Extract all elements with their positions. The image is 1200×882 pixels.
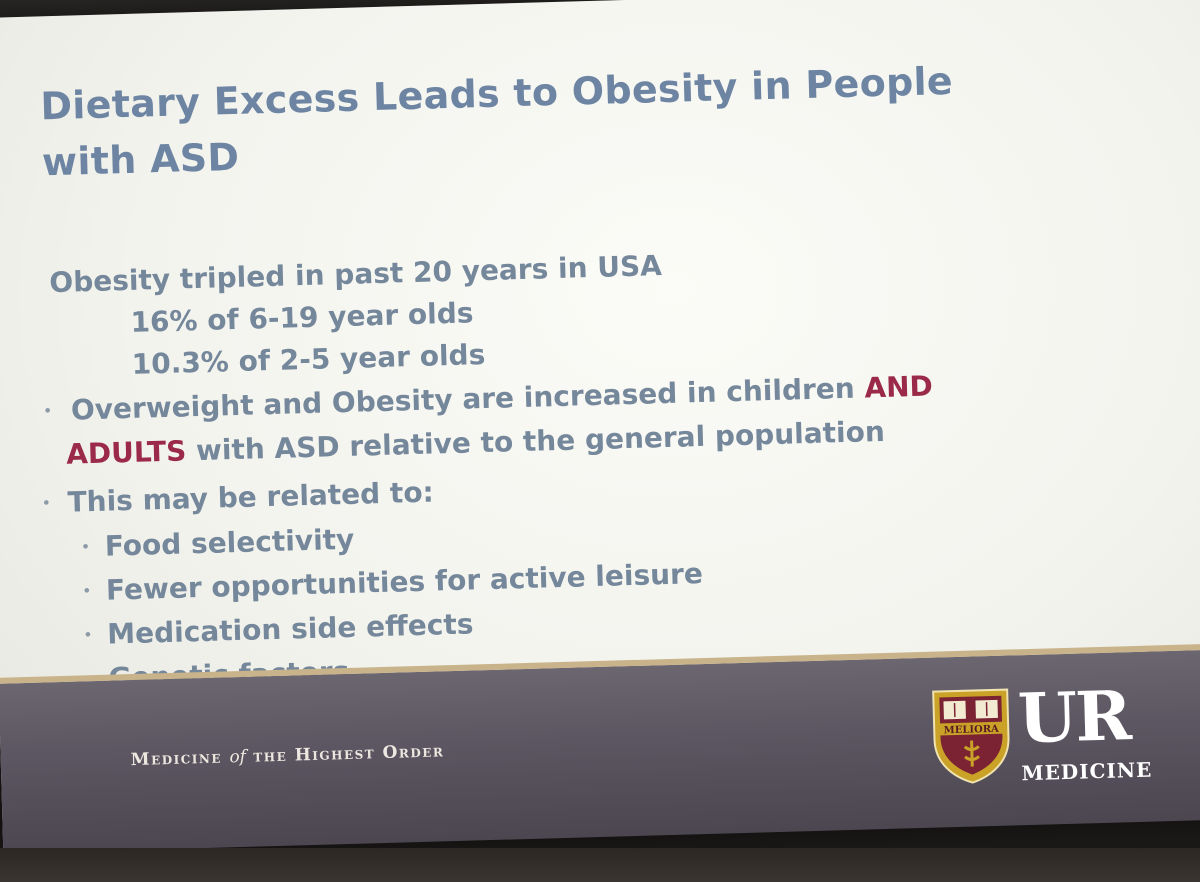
bullet-2: This may be related to: [67, 475, 435, 519]
university-crest-icon: MELIORA [932, 688, 1010, 784]
bullet-1-text-continued: with ASD relative to the general populat… [195, 414, 886, 468]
sub-bullet-2: Fewer opportunities for active leisure [105, 557, 704, 607]
sub-bullet-3: Medication side effects [106, 607, 474, 651]
tagline-part-1: Medicine [130, 747, 223, 771]
tagline-of: of [229, 746, 247, 768]
bullet-1-emphasis-and: AND [863, 369, 934, 405]
svg-text:MELIORA: MELIORA [944, 724, 1000, 737]
bullet-icon: • [41, 493, 52, 513]
slide-title-line-2: with ASD [41, 134, 240, 185]
tagline-part-2: the Highest Order [253, 741, 445, 767]
footer-tagline: Medicine of the Highest Order [130, 741, 444, 770]
stat-heading: Obesity tripled in past 20 years in USA [48, 249, 663, 300]
sub-bullet-icon: • [80, 537, 91, 557]
slide-footer: Medicine of the Highest Order MELIORA UR [0, 642, 1200, 854]
slide-title-line-1: Dietary Excess Leads to Obesity in Peopl… [39, 58, 954, 129]
stat-line-1: 16% of 6-19 year olds [130, 296, 474, 339]
logo-ur-text: UR [1016, 676, 1131, 760]
bullet-icon: • [42, 401, 53, 421]
sub-bullet-icon: • [82, 625, 93, 645]
room-floor [0, 848, 1200, 882]
logo-medicine-text: MEDICINE [1021, 757, 1153, 786]
slide-content: Dietary Excess Leads to Obesity in Peopl… [40, 50, 1043, 695]
sub-bullet-icon: • [81, 581, 92, 601]
slide-title: Dietary Excess Leads to Obesity in Peopl… [40, 50, 1043, 190]
bullet-1-emphasis-adults: ADULTS [65, 434, 187, 471]
stat-line-2: 10.3% of 2-5 year olds [131, 338, 486, 381]
ur-medicine-logo: MELIORA UR MEDICINE [929, 676, 1192, 808]
presentation-slide: Dietary Excess Leads to Obesity in Peopl… [0, 0, 1200, 854]
sub-bullet-1: Food selectivity [104, 522, 355, 563]
